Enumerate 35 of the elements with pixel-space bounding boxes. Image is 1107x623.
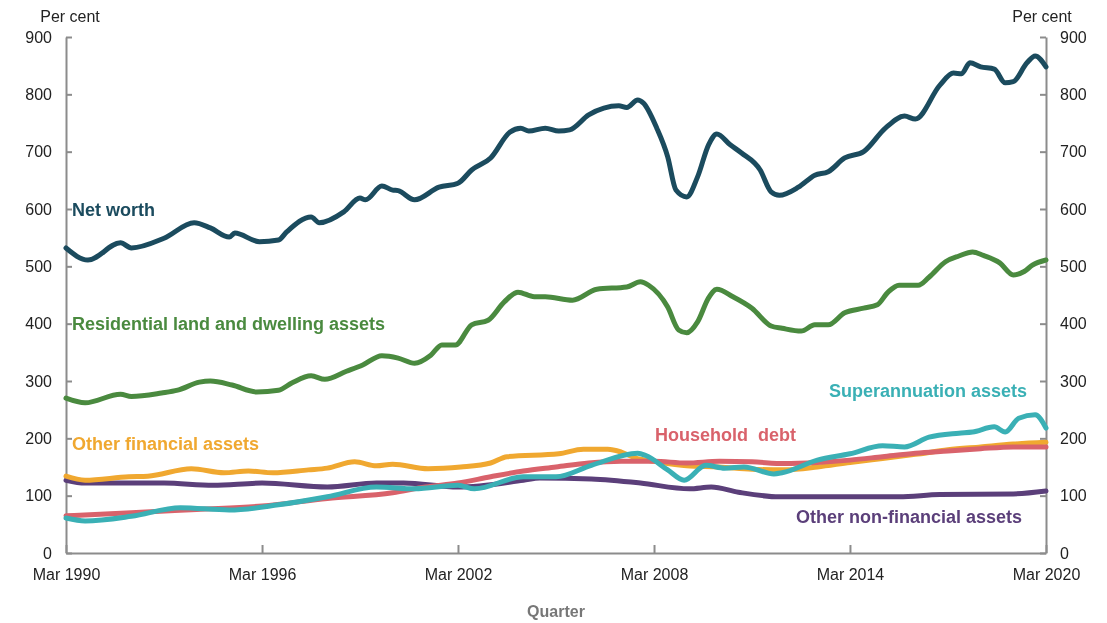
y2-tick-label: 900 bbox=[1060, 28, 1087, 46]
y-tick-label: 400 bbox=[25, 315, 53, 333]
x-tick-label: Mar 1996 bbox=[228, 566, 297, 584]
y2-tick-label: 0 bbox=[1060, 544, 1069, 562]
y2-tick-label: 300 bbox=[1060, 372, 1087, 390]
series-label: Other financial assets bbox=[72, 434, 260, 454]
y2-tick-label: 500 bbox=[1060, 257, 1087, 275]
y-tick-label: 800 bbox=[25, 85, 53, 103]
y2-tick-label: 100 bbox=[1060, 487, 1087, 505]
x-tick-label: Mar 2002 bbox=[424, 566, 493, 584]
y-tick-label: 0 bbox=[43, 544, 53, 562]
series-label: Residential land and dwelling assets bbox=[72, 314, 386, 334]
y2-tick-label: 200 bbox=[1060, 429, 1087, 447]
x-tick-label: Mar 2014 bbox=[816, 566, 885, 584]
y2-tick-label: 600 bbox=[1060, 200, 1087, 218]
y-tick-label: 500 bbox=[25, 257, 53, 275]
x-axis-title: Quarter bbox=[527, 603, 585, 620]
y-tick-label: 200 bbox=[25, 429, 53, 447]
series-label: Other non-financial assets bbox=[795, 507, 1022, 527]
y-tick-label: 100 bbox=[25, 487, 53, 505]
y-axis-title: Per cent bbox=[40, 8, 101, 25]
x-tick-label: Mar 2020 bbox=[1012, 566, 1081, 584]
y-tick-label: 300 bbox=[25, 372, 53, 390]
y2-axis-title: Per cent bbox=[1012, 8, 1073, 25]
y-tick-label: 600 bbox=[25, 200, 53, 218]
y-tick-label: 900 bbox=[25, 28, 53, 46]
y2-tick-label: 700 bbox=[1060, 143, 1087, 161]
x-tick-label: Mar 2008 bbox=[620, 566, 689, 584]
y2-tick-label: 800 bbox=[1060, 85, 1087, 103]
series-label: Net worth bbox=[72, 200, 155, 220]
x-tick-label: Mar 1990 bbox=[32, 566, 101, 584]
y2-tick-label: 400 bbox=[1060, 315, 1087, 333]
series-label: Superannuation assets bbox=[828, 381, 1027, 401]
y-tick-label: 700 bbox=[25, 143, 53, 161]
series-label: Household debt bbox=[655, 425, 796, 445]
